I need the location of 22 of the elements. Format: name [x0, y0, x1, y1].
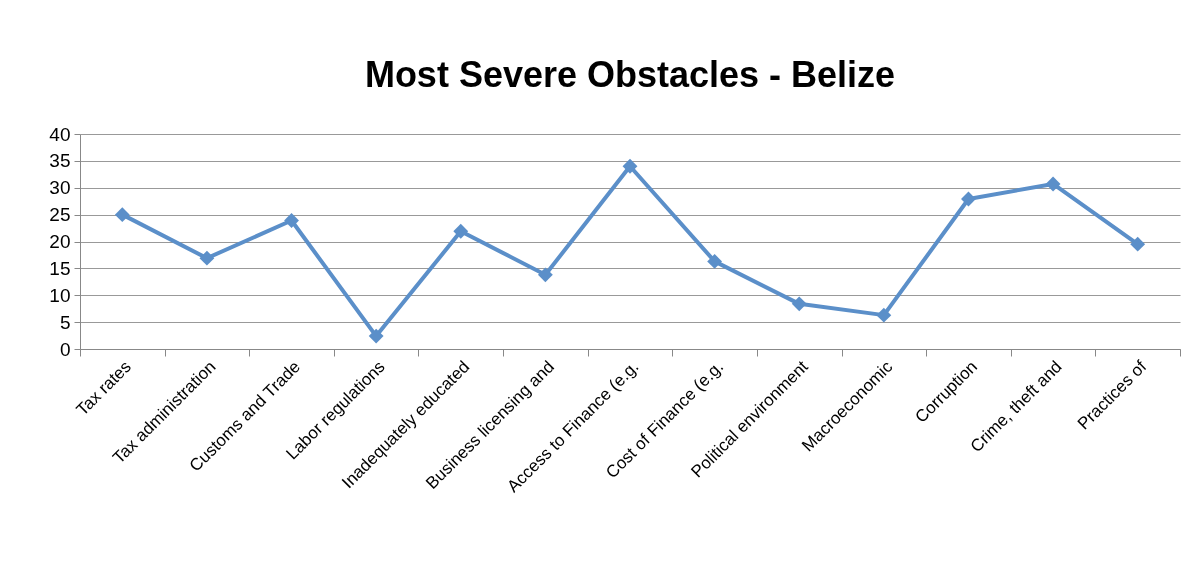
point — [453, 223, 469, 239]
y-tick-label: 20 — [49, 231, 71, 252]
y-tick-label: 35 — [49, 150, 71, 172]
point — [537, 267, 553, 283]
y-tick-label: 25 — [49, 204, 71, 226]
point — [622, 158, 638, 174]
chart-title: Most Severe Obstacles - Belize — [364, 54, 896, 95]
point — [368, 328, 384, 344]
y-tick-label: 30 — [49, 177, 71, 199]
point — [791, 296, 807, 312]
point — [284, 213, 299, 228]
point — [1130, 236, 1146, 252]
point — [876, 307, 892, 323]
point — [707, 253, 723, 269]
point — [1045, 176, 1061, 192]
y-tick-label: 0 — [59, 338, 71, 360]
point — [114, 207, 130, 223]
y-tick-label: 40 — [49, 123, 71, 145]
y-tick-label: 10 — [49, 284, 71, 306]
y-tick-label: 5 — [59, 311, 71, 333]
y-tick-label: 15 — [49, 257, 71, 279]
point — [199, 250, 215, 266]
